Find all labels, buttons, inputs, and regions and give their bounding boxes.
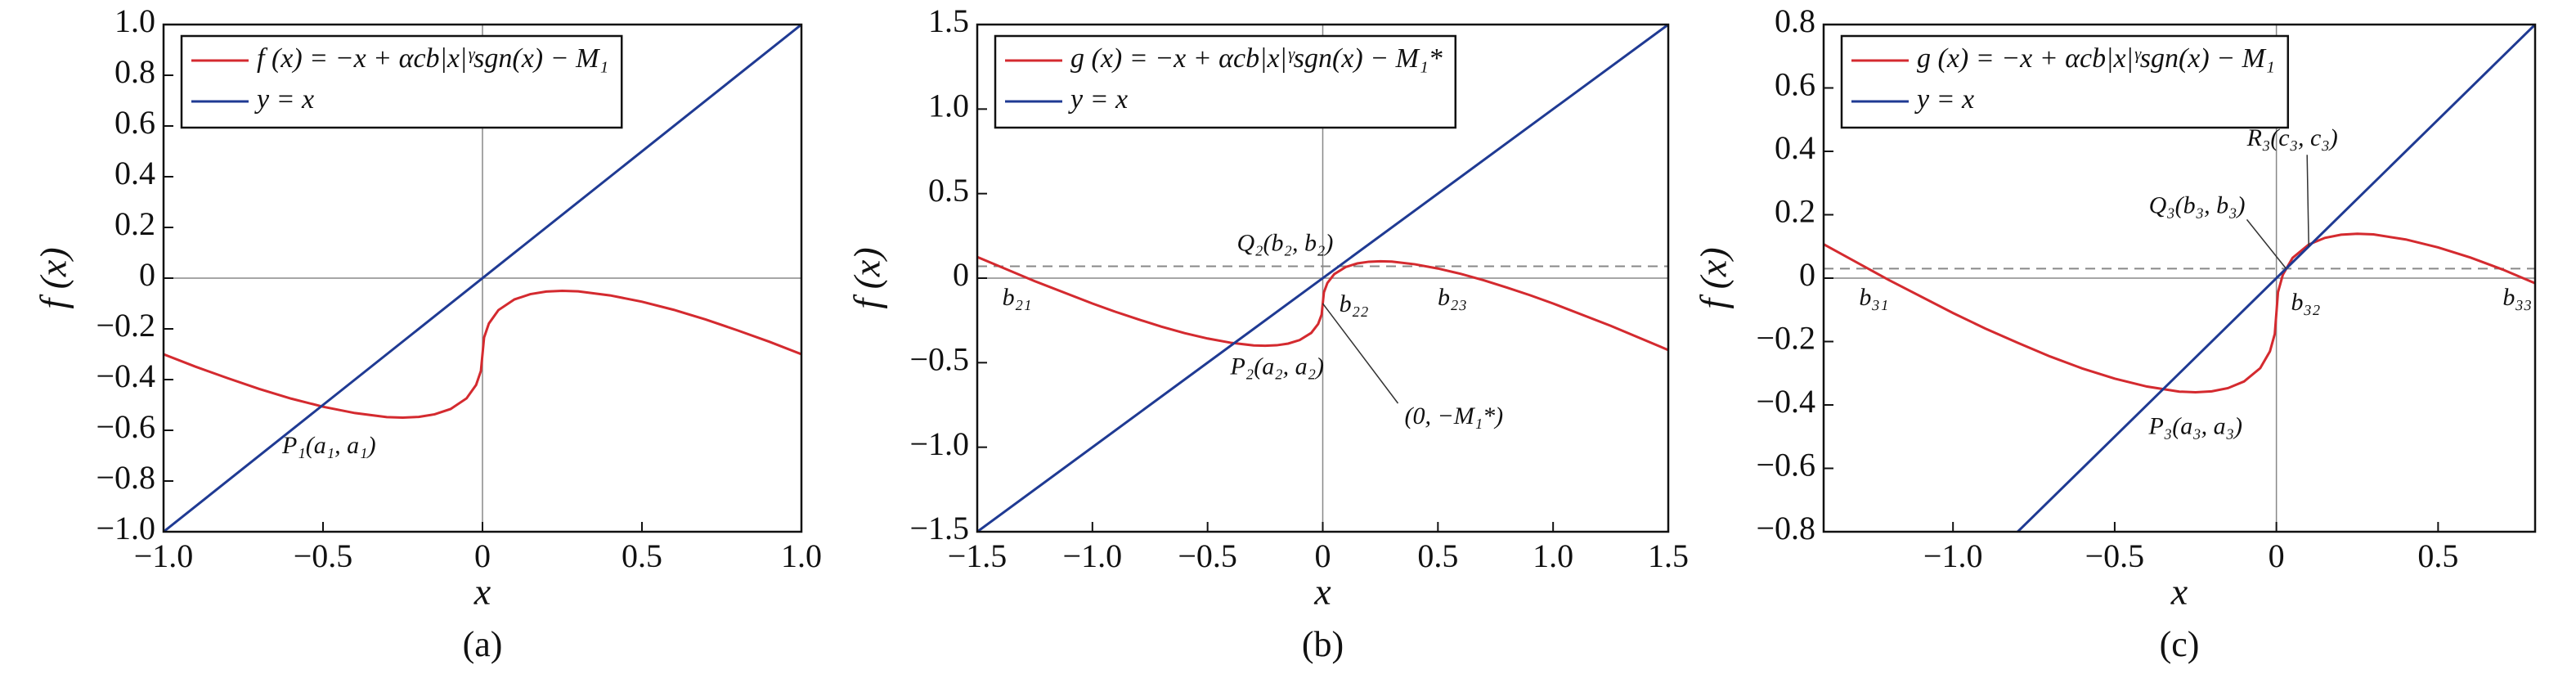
legend: g (x) = −x + αcb|x|ᵞsgn(x) − M₁* y = x	[994, 34, 1457, 129]
y-tick-label: 0.4	[114, 155, 155, 191]
x-tick-label: 0	[474, 537, 491, 574]
legend-label: y = x	[1068, 84, 1128, 115]
caption: (b)	[1302, 624, 1344, 664]
x-tick-label: 0.5	[2417, 537, 2458, 574]
x-tick-label: 0	[1315, 537, 1331, 574]
legend: g (x) = −x + αcb|x|ᵞsgn(x) − M₁ y = x	[1840, 34, 2290, 129]
y-tick-label: −0.8	[96, 459, 155, 496]
y-tick-label: −0.5	[909, 341, 969, 378]
x-tick-label: −0.5	[2085, 537, 2145, 574]
annotation: P₁(a₁, a₁)	[281, 432, 376, 459]
y-tick-label: −0.6	[1756, 447, 1815, 483]
y-axis-label: f (x)	[846, 247, 888, 308]
y-tick-label: −0.2	[96, 307, 155, 344]
y-tick-label: 0.4	[1775, 129, 1815, 166]
legend-box	[180, 34, 623, 129]
annotation: P₃(a₃, a₃)	[2147, 412, 2242, 439]
x-axis-label: x	[2170, 571, 2188, 613]
panel: −1.0 −0.5 0 0.5 −0.8 −0.6 −0.4 −0.2 0 0.2 0.4 0.6 0.…	[1693, 2, 2537, 664]
y-axis-label: f (x)	[1693, 247, 1735, 308]
y-tick-label: −1.0	[96, 510, 155, 546]
plot-frame	[1822, 23, 2537, 533]
legend-label: y = x	[1914, 84, 1974, 115]
annotation: b₃₃	[2502, 284, 2532, 311]
annotation: R₃(c₃, c₃)	[2246, 124, 2338, 151]
y-tick-label: 0.8	[1775, 2, 1815, 39]
x-tick-label: 0.5	[1417, 537, 1458, 574]
y-tick-label: −1.0	[909, 425, 969, 462]
annotation: b₂₁	[1003, 284, 1032, 311]
y-tick-label: 1.0	[928, 88, 969, 124]
annotation: Q₃(b₃, b₃)	[2149, 191, 2246, 218]
legend-label: g (x) = −x + αcb|x|ᵞsgn(x) − M₁*	[1070, 43, 1443, 74]
annotation: b₃₁	[1859, 284, 1888, 311]
y-tick-label: 0	[953, 256, 969, 293]
series-line	[2017, 25, 2535, 532]
legend-box	[1840, 34, 2290, 129]
annotation: b₃₂	[2291, 289, 2321, 316]
y-tick-label: −0.2	[1756, 320, 1815, 357]
x-tick-label: 1.0	[781, 537, 822, 574]
y-tick-label: −1.5	[909, 510, 969, 546]
y-tick-label: 0.2	[114, 205, 155, 242]
y-tick-label: −0.8	[1756, 510, 1815, 546]
x-axis-label: x	[473, 571, 491, 613]
legend-label: f (x) = −x + αcb|x|ᵞsgn(x) − M₁	[257, 43, 608, 74]
legend-box	[994, 34, 1457, 129]
y-tick-label: −0.4	[1756, 383, 1815, 420]
y-tick-label: 0	[139, 256, 155, 293]
leader-line	[2246, 218, 2287, 269]
x-axis-label: x	[1313, 571, 1331, 613]
caption: (a)	[463, 624, 503, 664]
legend: f (x) = −x + αcb|x|ᵞsgn(x) − M₁ y = x	[180, 34, 623, 129]
x-tick-label: 1.5	[1648, 537, 1689, 574]
annotation: Q₂(b₂, b₂)	[1236, 229, 1333, 256]
y-tick-label: 0	[1799, 256, 1815, 293]
x-tick-label: 0	[2269, 537, 2285, 574]
y-tick-label: 0.5	[928, 172, 969, 209]
y-tick-label: 0.8	[114, 53, 155, 90]
x-tick-label: −1.0	[1063, 537, 1123, 574]
x-tick-label: −1.5	[948, 537, 1008, 574]
annotation: b₂₂	[1340, 290, 1369, 317]
x-tick-label: −1.0	[134, 537, 194, 574]
annotation: b₂₃	[1438, 284, 1467, 311]
panel: −1.0 −0.5 0 0.5 1.0 −1.0 −0.8 −0.6 −0.4 −0.2 0 0.2 0…	[33, 2, 822, 664]
plot-frame	[976, 23, 1670, 533]
series-line	[977, 25, 1668, 532]
x-tick-label: −0.5	[1178, 537, 1237, 574]
series-line	[1824, 232, 2535, 394]
y-tick-label: 1.5	[928, 2, 969, 39]
x-tick-label: −0.5	[294, 537, 353, 574]
series-line	[164, 25, 801, 532]
series-line	[164, 289, 801, 420]
y-tick-label: 0.2	[1775, 193, 1815, 230]
y-tick-label: −0.4	[96, 357, 155, 394]
x-tick-label: −1.0	[1923, 537, 1983, 574]
annotation: P₂(a₂, a₂)	[1229, 353, 1324, 380]
y-tick-label: −0.6	[96, 408, 155, 445]
leader-line	[2306, 155, 2309, 247]
annotation: (0, −M₁*)	[1405, 402, 1504, 429]
y-tick-label: 1.0	[114, 2, 155, 39]
y-tick-label: 0.6	[114, 104, 155, 141]
caption: (c)	[2160, 624, 2200, 664]
leader-line	[1322, 303, 1399, 404]
legend-label: g (x) = −x + αcb|x|ᵞsgn(x) − M₁	[1917, 43, 2275, 74]
panel: −1.5 −1.0 −0.5 0 0.5 1.0 1.5 −1.5 −1.0 −0.5 0 0.5 1.…	[846, 2, 1689, 664]
y-tick-label: 0.6	[1775, 66, 1815, 103]
legend-label: y = x	[254, 84, 314, 115]
y-axis-label: f (x)	[33, 247, 74, 308]
x-tick-label: 1.0	[1533, 537, 1573, 574]
plot-frame	[162, 23, 803, 533]
x-tick-label: 0.5	[622, 537, 662, 574]
